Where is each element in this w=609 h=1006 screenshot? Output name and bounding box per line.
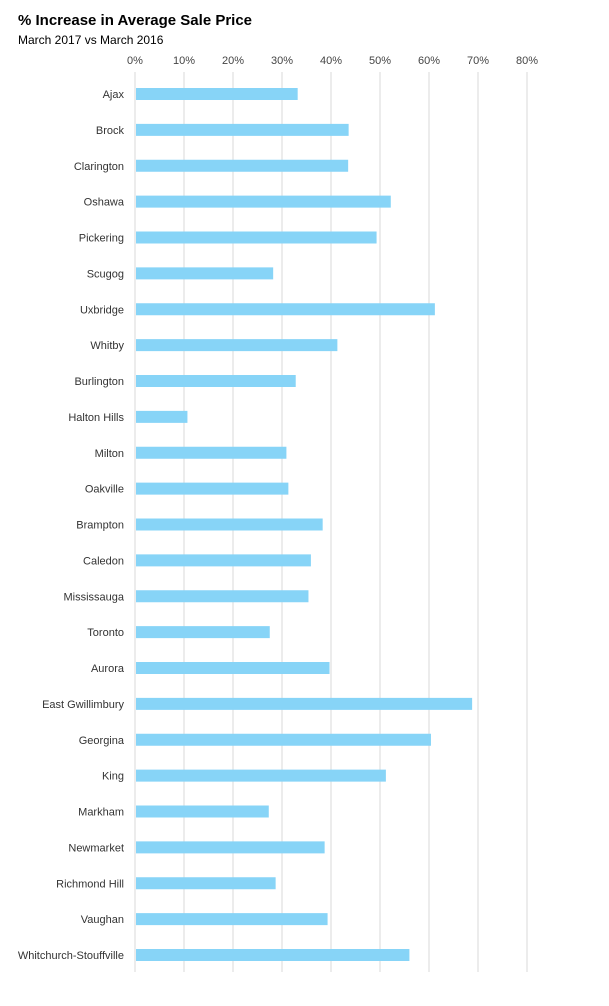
bar-richmond-hill [136,877,276,890]
category-label: Vaughan [81,914,124,926]
category-label: Uxbridge [80,304,124,316]
x-tick-label: 40% [320,55,342,67]
category-label: Newmarket [68,842,124,854]
bar-caledon [136,554,311,567]
category-label: Brock [96,125,125,137]
bar-milton [136,446,287,459]
bar-georgina [136,733,431,746]
category-label: King [102,771,124,783]
bar-uxbridge [136,303,435,316]
bar-king [136,769,386,782]
bar-brampton [136,518,323,531]
chart-title: % Increase in Average Sale Price [18,12,253,29]
x-axis-ticks: 0% 10% 20% 30% 40% 50% 60% 70% 80% [127,55,538,67]
bar-whitby [136,339,338,352]
bar-mississauga [136,590,309,603]
bar-toronto [136,626,270,639]
category-label: Pickering [79,233,124,245]
category-label: Whitby [90,340,124,352]
x-tick-label: 80% [516,55,538,67]
bar-newmarket [136,841,325,854]
category-label: Ajax [103,89,125,101]
category-label: Scugog [87,268,124,280]
bar-scugog [136,267,274,280]
category-label: Mississauga [63,591,124,603]
category-label: Milton [95,448,124,460]
bar-markham [136,805,269,818]
x-tick-label: 60% [418,55,440,67]
bar-oakville [136,482,289,495]
bar-oshawa [136,195,391,208]
category-label: Aurora [91,663,125,675]
bar-brock [136,123,349,136]
bar-aurora [136,662,330,674]
bar-halton-hills [136,410,188,423]
bar-burlington [136,375,296,387]
category-label: Oakville [85,484,124,496]
x-tick-label: 20% [222,55,244,67]
category-label: Burlington [74,376,124,388]
category-label: Halton Hills [68,412,124,424]
chart-subtitle: March 2017 vs March 2016 [18,33,164,47]
category-label: Whitchurch-Stouffville [18,950,124,962]
x-tick-label: 10% [173,55,195,67]
category-label: Markham [78,807,124,819]
category-label: Oshawa [84,197,125,209]
category-label: Richmond Hill [56,878,124,890]
bar-whitchurch-stouffville [136,949,410,961]
category-label: Toronto [87,627,124,639]
category-label: Caledon [83,555,124,567]
bar-east-gwillimbury [136,697,473,710]
gridlines [134,72,528,972]
x-tick-label: 70% [467,55,489,67]
bar-clarington [136,159,349,172]
x-tick-label: 50% [369,55,391,67]
category-label: Clarington [74,161,124,173]
x-tick-label: 30% [271,55,293,67]
category-label: Brampton [76,520,124,532]
category-labels: Ajax Brock Clarington Oshawa Pickering Scugog… [18,89,125,962]
bar-ajax [136,88,298,100]
bars [136,88,473,961]
x-tick-label: 0% [127,55,143,67]
category-label: Georgina [79,735,125,747]
bar-pickering [136,231,377,244]
bar-vaughan [136,913,328,926]
category-label: East Gwillimbury [42,699,124,711]
